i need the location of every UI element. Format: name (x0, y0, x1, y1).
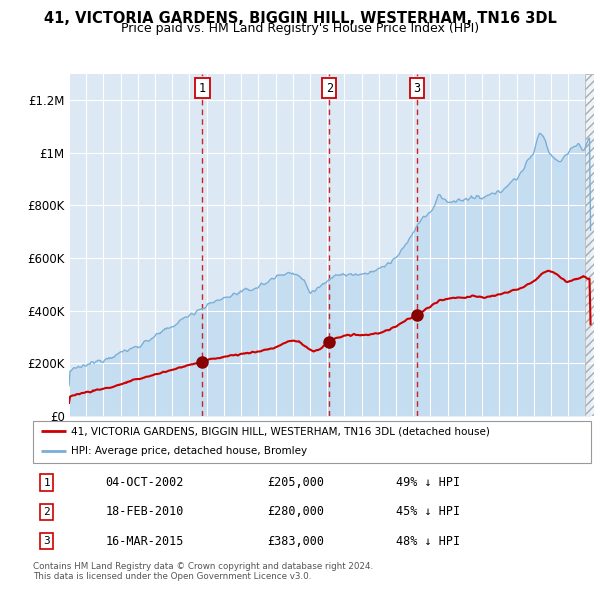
Text: 16-MAR-2015: 16-MAR-2015 (106, 535, 184, 548)
Text: 1: 1 (44, 477, 50, 487)
Text: Price paid vs. HM Land Registry's House Price Index (HPI): Price paid vs. HM Land Registry's House … (121, 22, 479, 35)
Text: 3: 3 (413, 82, 420, 95)
Text: 48% ↓ HPI: 48% ↓ HPI (396, 535, 460, 548)
FancyBboxPatch shape (33, 421, 591, 463)
Bar (586, 74, 594, 416)
Text: 1: 1 (199, 82, 206, 95)
Text: 18-FEB-2010: 18-FEB-2010 (106, 505, 184, 519)
Text: 41, VICTORIA GARDENS, BIGGIN HILL, WESTERHAM, TN16 3DL: 41, VICTORIA GARDENS, BIGGIN HILL, WESTE… (44, 11, 556, 25)
Text: 04-OCT-2002: 04-OCT-2002 (106, 476, 184, 489)
Bar (586, 74, 594, 416)
Text: 41, VICTORIA GARDENS, BIGGIN HILL, WESTERHAM, TN16 3DL (detached house): 41, VICTORIA GARDENS, BIGGIN HILL, WESTE… (71, 427, 490, 436)
Text: £383,000: £383,000 (268, 535, 325, 548)
Text: HPI: Average price, detached house, Bromley: HPI: Average price, detached house, Brom… (71, 446, 307, 456)
Text: 45% ↓ HPI: 45% ↓ HPI (396, 505, 460, 519)
Text: 2: 2 (44, 507, 50, 517)
Text: 2: 2 (326, 82, 333, 95)
Text: 49% ↓ HPI: 49% ↓ HPI (396, 476, 460, 489)
Text: £280,000: £280,000 (268, 505, 325, 519)
Text: £205,000: £205,000 (268, 476, 325, 489)
Text: 3: 3 (44, 536, 50, 546)
Text: Contains HM Land Registry data © Crown copyright and database right 2024.
This d: Contains HM Land Registry data © Crown c… (33, 562, 373, 581)
